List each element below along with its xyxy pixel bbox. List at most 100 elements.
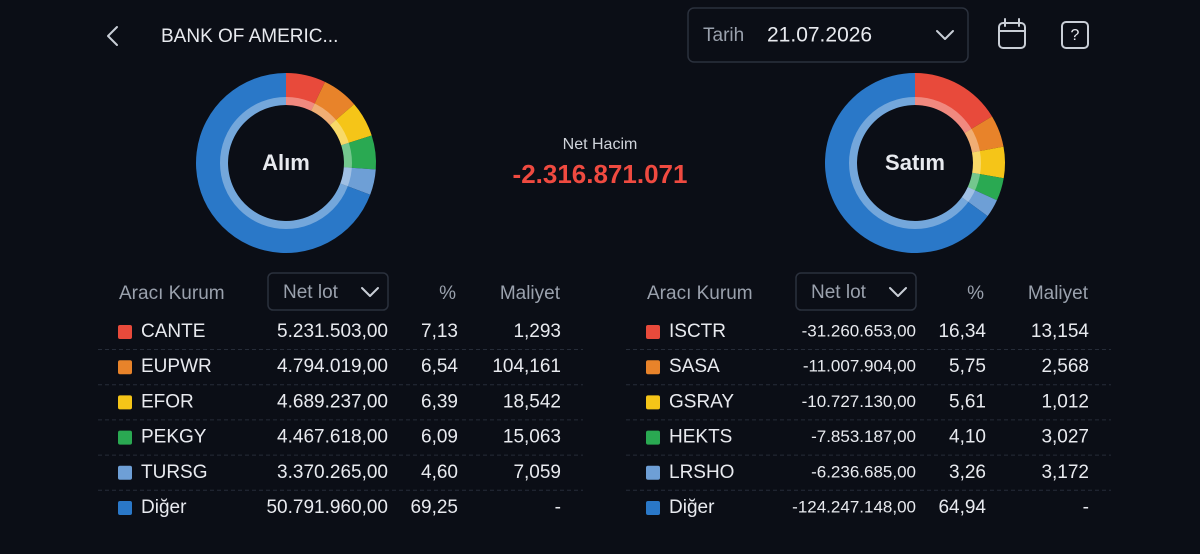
column-header: Net lot [811, 282, 867, 303]
donut-inner-band [220, 97, 352, 229]
percent: 6,39 [421, 391, 458, 412]
date-value: 21.07.2026 [767, 24, 872, 47]
legend-swatch [646, 360, 660, 375]
net-lot: 50.791.960,00 [266, 497, 388, 518]
date-picker[interactable]: Tarih 21.07.2026 [687, 7, 969, 63]
donut-slice [964, 116, 1004, 153]
net-lot-dropdown[interactable] [795, 272, 917, 311]
donut-slice [329, 104, 372, 146]
net-volume-label: Net Hacim [563, 136, 638, 153]
net-lot: 4.689.237,00 [277, 391, 388, 412]
net-lot: 5.231.503,00 [277, 321, 388, 342]
cost: 2,568 [1041, 356, 1089, 377]
cost: 104,161 [492, 356, 561, 377]
legend-swatch [646, 325, 660, 339]
broker-name: SASA [669, 356, 720, 377]
broker-name: Diğer [141, 497, 187, 518]
net-lot-dropdown[interactable] [267, 272, 389, 311]
donut-slice [341, 135, 377, 170]
broker-name: EUPWR [141, 356, 212, 377]
percent: 6,09 [421, 427, 458, 448]
cost: 1,012 [1041, 391, 1089, 412]
date-chevron [936, 30, 954, 40]
broker-name: ISCTR [669, 321, 726, 342]
column-header: % [439, 283, 456, 304]
donut-slice [311, 81, 355, 126]
percent: 7,13 [421, 321, 458, 342]
percent: 16,34 [938, 321, 986, 342]
legend-swatch [646, 501, 660, 515]
donut-slice [286, 73, 325, 111]
donut-slice [340, 167, 376, 195]
broker-name: GSRAY [669, 391, 734, 412]
calendar-button[interactable] [998, 18, 1026, 49]
cost: 7,059 [513, 462, 561, 483]
cost: 15,063 [503, 427, 561, 448]
broker-name: TURSG [141, 462, 208, 483]
donut-hole [858, 106, 972, 220]
column-header: Net lot [283, 282, 339, 303]
broker-name: LRSHO [669, 462, 734, 483]
legend-swatch [646, 395, 660, 410]
cost: 18,542 [503, 391, 561, 412]
net-lot: 4.467.618,00 [277, 427, 388, 448]
broker-name: HEKTS [669, 427, 732, 448]
legend-swatch [118, 395, 132, 410]
cost: 3,027 [1041, 427, 1089, 448]
broker-name: EFOR [141, 391, 194, 412]
percent: 5,75 [949, 356, 986, 377]
column-header: Maliyet [1028, 283, 1089, 304]
legend-swatch [646, 465, 660, 480]
percent: 3,26 [949, 462, 986, 483]
back-button[interactable] [107, 26, 118, 46]
cost: 13,154 [1031, 321, 1090, 342]
legend-swatch [118, 325, 132, 339]
column-header: Aracı Kurum [647, 283, 753, 304]
column-header: % [967, 283, 984, 304]
net-lot: 3.370.265,00 [277, 462, 388, 483]
net-lot: -11.007.904,00 [803, 357, 916, 376]
donut-inner-band [849, 97, 981, 229]
cost: 3,172 [1041, 462, 1089, 483]
percent: 64,94 [938, 497, 986, 518]
donut-hole [229, 106, 343, 220]
cost: - [555, 497, 561, 518]
donut-title: Alım [262, 150, 310, 175]
percent: 6,54 [421, 356, 458, 377]
help-mark: ? [1071, 27, 1080, 44]
help-button[interactable]: ? [1061, 21, 1089, 49]
percent: 4,10 [949, 427, 986, 448]
donut-slice [967, 172, 1004, 201]
dropdown-chevron [361, 287, 379, 297]
legend-swatch [118, 465, 132, 480]
net-lot: -31.260.653,00 [802, 321, 916, 340]
net-lot: -7.853.187,00 [811, 427, 916, 446]
page-title: BANK OF AMERIC... [161, 26, 338, 47]
donut-slice [824, 72, 988, 253]
legend-swatch [118, 501, 132, 515]
calendar-icon [998, 22, 1026, 49]
donut-slice [195, 73, 371, 254]
donut-slice [972, 146, 1006, 179]
percent: 69,25 [410, 497, 458, 518]
net-lot: 4.794.019,00 [277, 356, 388, 377]
percent: 5,61 [949, 391, 986, 412]
calendar-icon-lines [998, 18, 1026, 32]
help-icon [1061, 21, 1089, 49]
net-volume-value: -2.316.871.071 [513, 159, 688, 189]
net-lot: -124.247.148,00 [792, 497, 916, 516]
date-box [687, 7, 969, 63]
percent: 4,60 [421, 462, 458, 483]
legend-swatch [118, 430, 132, 445]
broker-name: Diğer [669, 497, 715, 518]
cost: - [1083, 497, 1089, 518]
cost: 1,293 [513, 321, 561, 342]
donut-slice [961, 187, 997, 217]
column-header: Aracı Kurum [119, 283, 225, 304]
donut-slice [915, 73, 992, 133]
donut-title: Satım [885, 150, 945, 175]
net-lot: -6.236.685,00 [811, 462, 916, 481]
